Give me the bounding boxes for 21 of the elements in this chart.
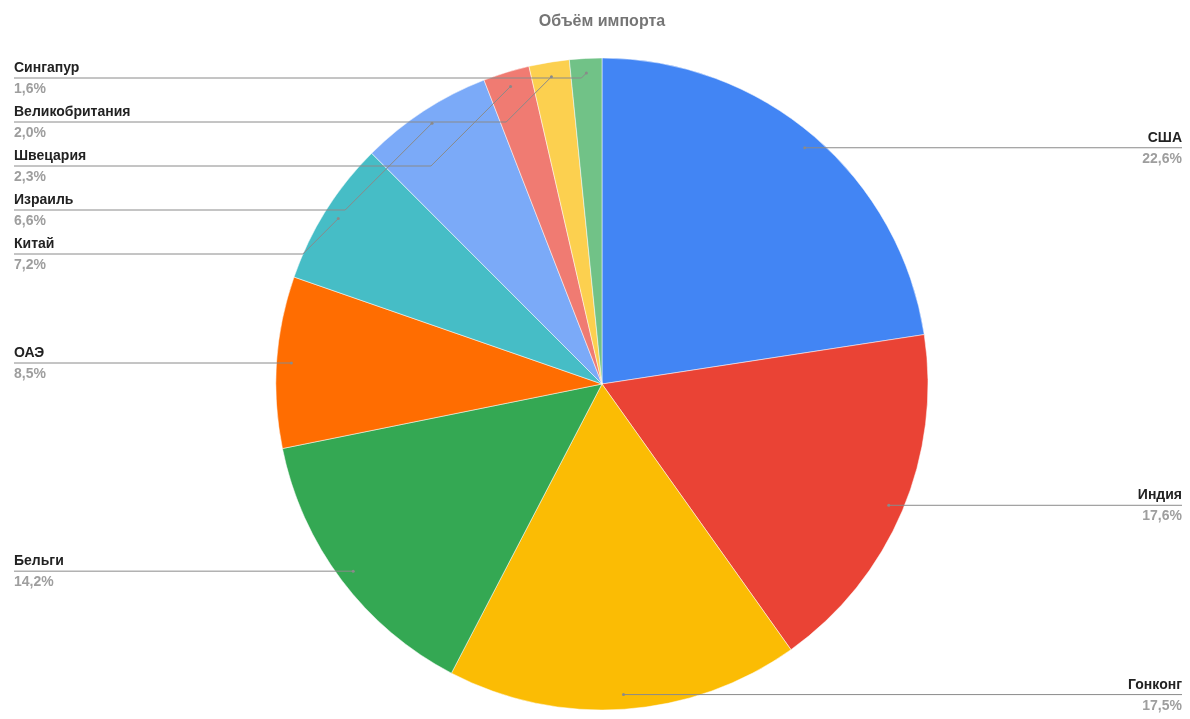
slice-label: Швецария (14, 147, 87, 163)
slice-label: Гонконг (1128, 675, 1183, 692)
slice-label: Бельги (14, 552, 64, 569)
data-label: 7,2% (14, 256, 47, 272)
data-label: 2,3% (14, 168, 47, 184)
slice-label: Сингапур (14, 59, 80, 75)
data-label: 14,2% (14, 573, 55, 590)
data-label: 1,6% (14, 80, 47, 96)
slice-label: Индия (1137, 486, 1182, 503)
slice-label: Великобритания (14, 103, 131, 119)
slice-label: США (1147, 128, 1182, 145)
slice-label: Китай (14, 235, 55, 251)
slice-label: Израиль (14, 191, 74, 207)
data-label: 17,5% (1142, 696, 1183, 713)
data-label: 6,6% (14, 212, 47, 228)
slice-label: ОАЭ (14, 344, 45, 361)
chart-title: Объём импорта (538, 12, 666, 29)
data-label: 22,6% (1142, 149, 1183, 166)
data-label: 2,0% (14, 124, 47, 140)
data-label: 8,5% (14, 365, 47, 382)
data-label: 17,6% (1142, 507, 1183, 524)
